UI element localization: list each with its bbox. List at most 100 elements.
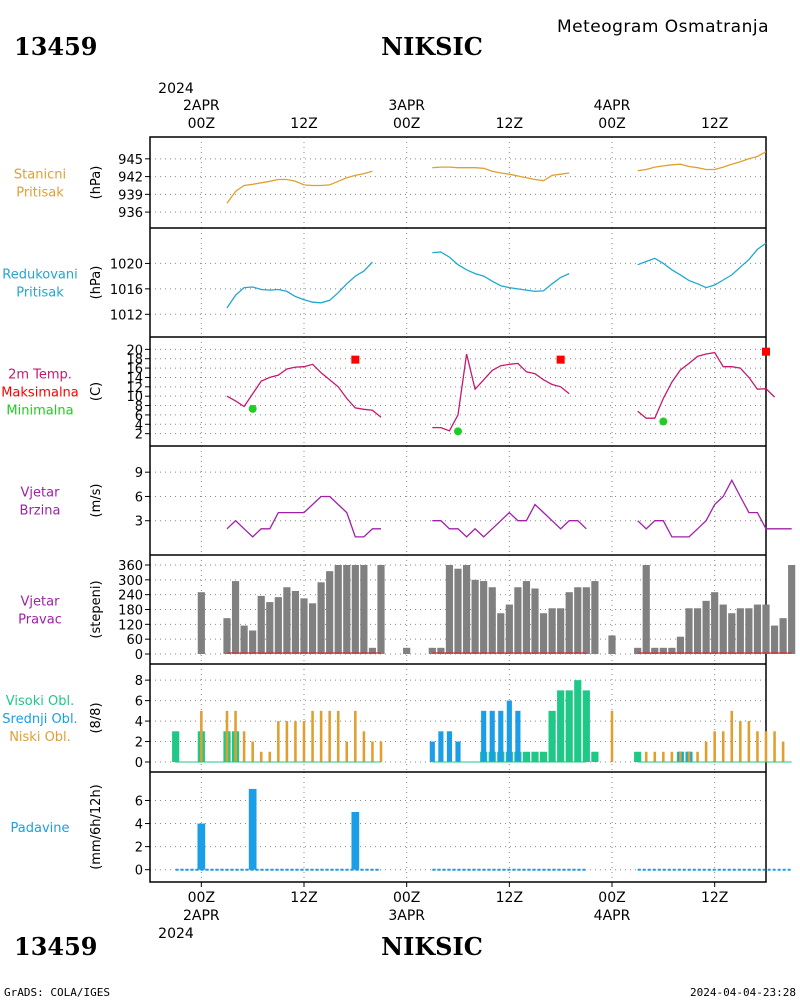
- cloud-low-bar: [302, 721, 306, 762]
- y-tick-label: 942: [118, 171, 143, 186]
- wind-direction-bar: [565, 592, 573, 654]
- footer-station-id: 13459: [14, 932, 98, 961]
- wind-direction-bar: [257, 595, 265, 654]
- cloud-low-bar: [721, 731, 725, 762]
- y-tick-label: 9: [135, 466, 143, 481]
- y-tick-label: 360: [118, 559, 143, 574]
- y-tick-label: 1012: [110, 308, 143, 323]
- cloud-low-bar: [764, 731, 768, 762]
- cloud-low-bar: [354, 710, 357, 762]
- cloud-low-bar: [696, 751, 699, 762]
- cloud-mid-bar: [446, 731, 453, 762]
- cloud-low-bar: [328, 710, 331, 762]
- wind-direction-bar: [403, 647, 411, 654]
- cloud-low-bar: [345, 741, 349, 762]
- cloud-low-bar: [200, 710, 203, 762]
- y-tick-label: 1020: [110, 257, 143, 272]
- y-tick-label: 4: [135, 818, 143, 833]
- min-temp-marker: [248, 404, 257, 413]
- cloud-low-bar: [773, 731, 776, 762]
- wind-direction-bar: [668, 647, 676, 654]
- precip-bar: [197, 823, 206, 870]
- year-label: 2024: [158, 81, 194, 97]
- panel-unit: (stepeni): [89, 580, 104, 638]
- wind-direction-bar: [557, 608, 565, 654]
- y-tick-label: 8: [135, 674, 143, 689]
- wind-direction-bar: [197, 592, 205, 654]
- cloud-low-bar: [336, 710, 340, 762]
- wind-direction-bar: [753, 604, 762, 654]
- wind-direction-bar: [291, 590, 300, 654]
- y-tick-label: 18: [126, 353, 143, 368]
- hour-label-bottom: 12Z: [290, 890, 317, 906]
- wind-direction-bar: [770, 625, 779, 654]
- hour-label-bottom: 12Z: [701, 890, 728, 906]
- panel-label: Visoki Obl.: [6, 694, 74, 709]
- wind-direction-bar: [651, 647, 659, 654]
- cloud-low-bar: [610, 710, 614, 762]
- cloud-high-bar: [539, 751, 548, 762]
- panel-label: Pritisak: [16, 186, 64, 201]
- wind-direction-bar: [779, 618, 787, 654]
- day-label-top: 3APR: [388, 98, 425, 114]
- y-tick-label: 14: [126, 371, 143, 386]
- cloud-high-bar: [522, 751, 531, 762]
- cloud-low-bar: [687, 751, 691, 762]
- max-temp-marker: [351, 355, 360, 364]
- cloud-low-bar: [268, 751, 272, 762]
- panel-label: Stanicni: [14, 168, 66, 183]
- cloud-low-bar: [662, 751, 665, 762]
- cloud-low-bar: [294, 721, 297, 762]
- cloud-low-bar: [285, 721, 289, 762]
- day-label-bottom: 4APR: [594, 908, 631, 924]
- panel-unit: (8/8): [89, 702, 104, 733]
- cloud-mid-bar: [489, 710, 495, 762]
- y-tick-label: 60: [126, 633, 143, 648]
- y-tick-label: 6: [135, 409, 143, 424]
- panel-unit: (hPa): [89, 166, 104, 200]
- panel-label: Pravac: [18, 613, 62, 628]
- y-tick-label: 2: [135, 736, 143, 751]
- y-tick-label: 300: [118, 574, 143, 589]
- cloud-high-bar: [634, 751, 642, 762]
- hour-label-bottom: 00Z: [188, 890, 215, 906]
- wind-direction-bar: [480, 581, 488, 654]
- wind-direction-bar: [317, 582, 325, 654]
- y-tick-label: 20: [126, 343, 143, 358]
- panel-unit: (m/s): [89, 484, 104, 518]
- wind-direction-bar: [240, 625, 248, 654]
- y-tick-label: 10: [126, 390, 143, 405]
- wind-direction-bar: [788, 565, 796, 654]
- wind-direction-bar: [351, 565, 359, 654]
- wind-direction-bar: [326, 571, 334, 654]
- y-tick-label: 0: [135, 864, 143, 879]
- y-tick-label: 4: [135, 418, 143, 433]
- wind-direction-bar: [231, 581, 240, 654]
- hour-label-top: 00Z: [598, 116, 625, 132]
- day-label-top: 4APR: [594, 98, 631, 114]
- y-tick-label: 945: [118, 153, 143, 168]
- y-tick-label: 6: [135, 794, 143, 809]
- panel-unit: (C): [89, 382, 104, 401]
- panel-label: Redukovani: [2, 268, 77, 283]
- wind-direction-bar: [488, 587, 496, 654]
- cloud-mid-bar: [481, 710, 487, 762]
- cloud-low-bar: [756, 731, 759, 762]
- cloud-low-bar: [379, 741, 383, 762]
- footer-credit: GrADS: COLA/IGES: [4, 986, 110, 999]
- y-tick-label: 180: [118, 604, 143, 619]
- reduced-pressure-line: [432, 251, 570, 293]
- y-tick-label: 1016: [110, 283, 143, 298]
- wind-direction-bar: [548, 608, 556, 654]
- frame-border: [149, 136, 767, 883]
- wind-direction-bar: [539, 613, 548, 654]
- y-tick-label: 2: [135, 428, 143, 443]
- wind-direction-bar: [702, 600, 710, 654]
- panel-label: Vjetar: [21, 595, 61, 610]
- wind-direction-bar: [249, 630, 257, 654]
- cloud-high-bar: [565, 690, 573, 762]
- day-label-bottom: 2APR: [183, 908, 220, 924]
- panel-label: Niski Obl.: [9, 730, 71, 745]
